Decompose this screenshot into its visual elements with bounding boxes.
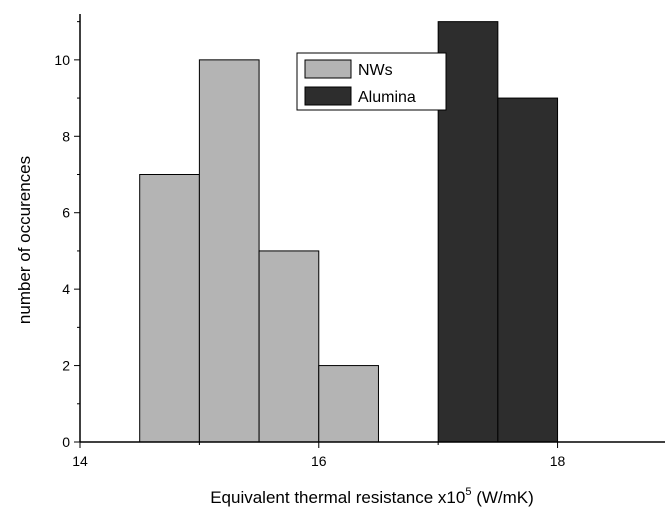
legend-swatch-nws — [304, 59, 352, 79]
x-tick-label-18: 18 — [550, 453, 566, 469]
bar-nws-2 — [258, 250, 320, 443]
y-tick-label-6: 6 — [62, 205, 70, 221]
y-axis-title: number of occurences — [15, 156, 34, 324]
legend-label-nws: NWs — [358, 62, 393, 79]
axes-layer — [79, 14, 665, 443]
legend: NWs Alumina — [296, 52, 447, 111]
x-axis-title: Equivalent thermal resistance x105 (W/mK… — [210, 486, 534, 507]
y-tick-label-10: 10 — [54, 52, 70, 68]
bar-alumina-1 — [497, 97, 559, 443]
y-tick-label-0: 0 — [62, 434, 70, 450]
legend-label-alumina: Alumina — [358, 89, 416, 106]
ticks-layer: 0 2 4 6 8 10 14 16 18 — [54, 21, 566, 469]
bar-nws-3 — [318, 365, 379, 443]
y-tick-label-4: 4 — [62, 281, 70, 297]
x-axis-title-units: (W/mK) — [471, 488, 533, 507]
bar-nws-1 — [198, 59, 260, 443]
x-axis-title-exponent: 5 — [465, 486, 471, 498]
y-tick-label-2: 2 — [62, 358, 70, 374]
bar-alumina-0 — [437, 21, 499, 443]
bar-nws-0 — [139, 174, 200, 443]
x-tick-label-14: 14 — [72, 453, 88, 469]
x-axis-title-main: Equivalent thermal resistance x10 — [210, 488, 465, 507]
x-tick-label-16: 16 — [311, 453, 327, 469]
y-tick-label-8: 8 — [62, 128, 70, 144]
legend-swatch-alumina — [304, 86, 352, 106]
bars-layer — [139, 21, 559, 443]
